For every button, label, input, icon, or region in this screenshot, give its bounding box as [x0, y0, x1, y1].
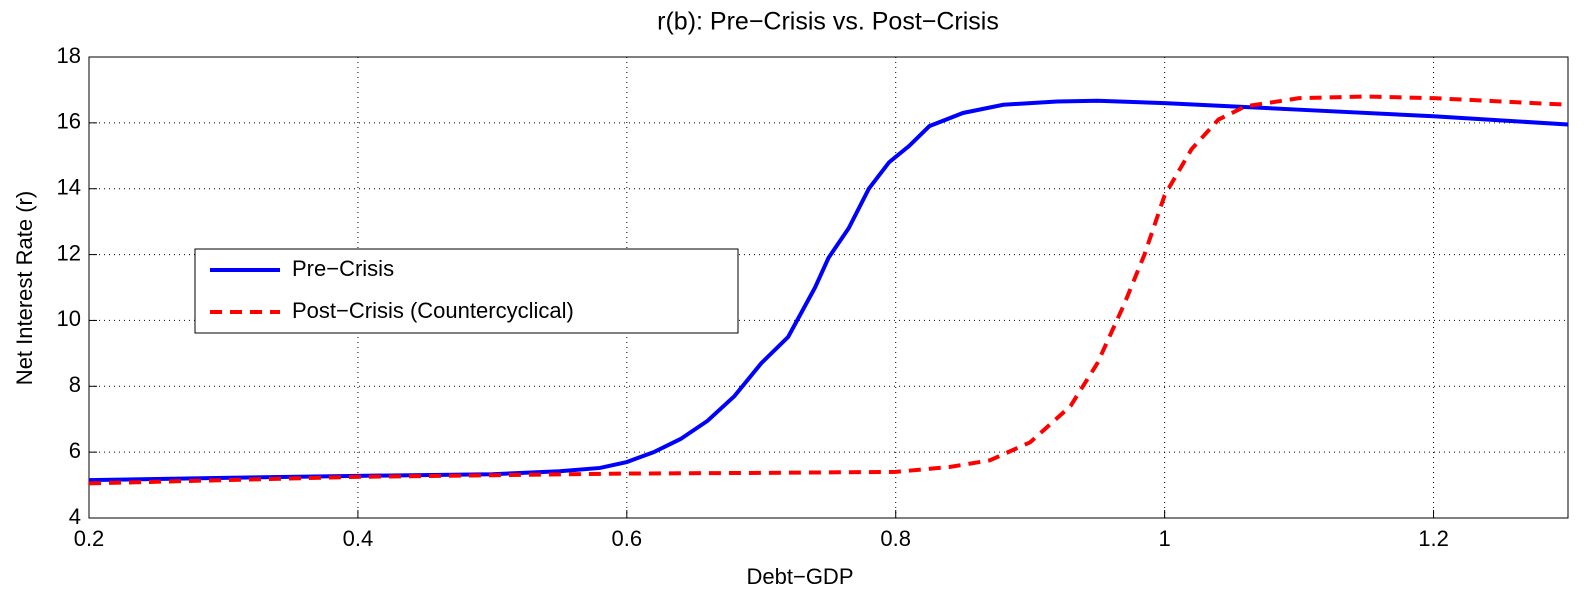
- x-tick-label: 0.6: [612, 526, 643, 551]
- y-tick-label: 12: [57, 240, 81, 265]
- y-tick-label: 14: [57, 175, 81, 200]
- x-tick-label: 0.8: [880, 526, 911, 551]
- x-tick-label: 1: [1159, 526, 1171, 551]
- y-tick-label: 4: [69, 504, 81, 529]
- x-tick-label: 1.2: [1418, 526, 1449, 551]
- y-tick-label: 6: [69, 438, 81, 463]
- x-tick-label: 0.2: [74, 526, 105, 551]
- chart-title: r(b): Pre−Crisis vs. Post−Crisis: [657, 8, 999, 36]
- y-tick-label: 16: [57, 109, 81, 134]
- y-axis-label: Net Interest Rate (r): [12, 191, 37, 385]
- legend-box: [194, 248, 739, 334]
- legend-label: Pre−Crisis: [292, 256, 394, 281]
- legend-label: Post−Crisis (Countercyclical): [292, 298, 574, 323]
- y-tick-label: 8: [69, 372, 81, 397]
- y-tick-label: 10: [57, 306, 81, 331]
- y-tick-label: 18: [57, 43, 81, 68]
- data-line: [88, 98, 1569, 483]
- x-axis-label: Debt−GDP: [747, 564, 854, 589]
- x-tick-label: 0.4: [343, 526, 374, 551]
- data-line: [88, 94, 1569, 486]
- plot-frame: [88, 56, 1569, 519]
